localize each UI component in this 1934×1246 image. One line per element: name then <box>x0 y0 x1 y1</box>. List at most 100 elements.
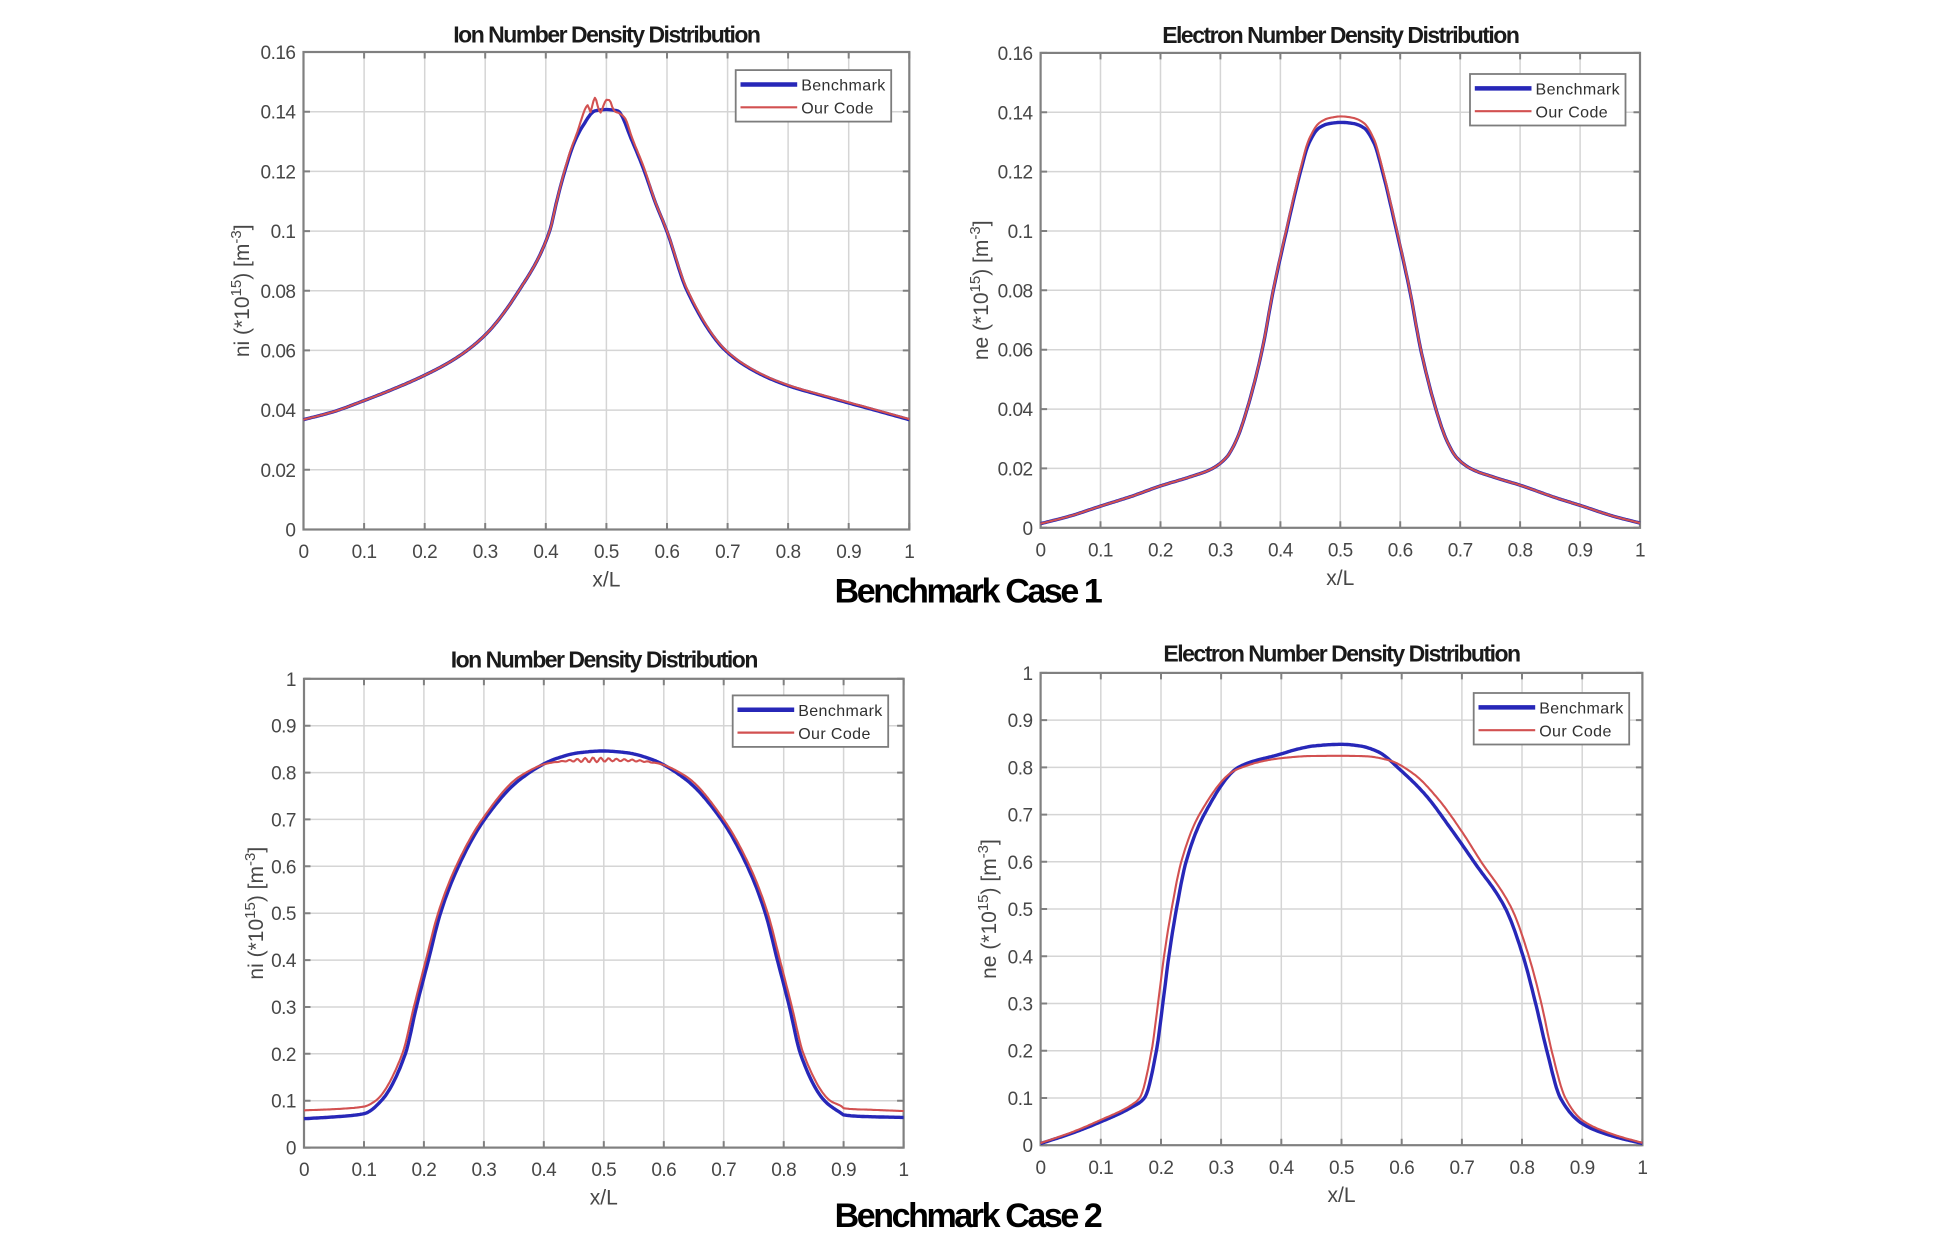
svg-text:0.4: 0.4 <box>1269 1158 1295 1179</box>
svg-text:Ion Number Density Distributio: Ion Number Density Distribution <box>453 22 760 48</box>
svg-text:Ion Number Density Distributio: Ion Number Density Distribution <box>451 647 758 673</box>
svg-text:0.9: 0.9 <box>831 1160 856 1181</box>
svg-text:0.1: 0.1 <box>1088 540 1113 561</box>
svg-text:0: 0 <box>286 1139 296 1160</box>
svg-text:1: 1 <box>286 670 296 691</box>
svg-text:0: 0 <box>298 542 308 563</box>
svg-text:0.7: 0.7 <box>271 810 296 831</box>
svg-text:0.9: 0.9 <box>1008 711 1033 732</box>
svg-text:Benchmark Case 1: Benchmark Case 1 <box>835 573 1102 611</box>
svg-text:0.6: 0.6 <box>655 542 680 563</box>
svg-text:0.2: 0.2 <box>1008 1042 1033 1063</box>
svg-text:0.8: 0.8 <box>271 764 296 785</box>
svg-text:0.4: 0.4 <box>531 1160 557 1181</box>
svg-text:0.1: 0.1 <box>1088 1158 1113 1179</box>
svg-text:0.8: 0.8 <box>1510 1158 1535 1179</box>
svg-text:0.1: 0.1 <box>1008 1089 1033 1110</box>
svg-text:0.1: 0.1 <box>352 542 377 563</box>
svg-text:0.12: 0.12 <box>998 163 1033 184</box>
svg-text:0.6: 0.6 <box>1008 853 1033 874</box>
svg-text:0.7: 0.7 <box>1448 540 1473 561</box>
svg-text:0.2: 0.2 <box>412 542 437 563</box>
svg-text:0.5: 0.5 <box>591 1160 616 1181</box>
svg-text:0.1: 0.1 <box>352 1160 377 1181</box>
svg-text:0: 0 <box>285 521 295 542</box>
svg-text:0.9: 0.9 <box>1568 540 1593 561</box>
svg-text:ni (*1015) [m-3]: ni (*1015) [m-3] <box>228 224 254 357</box>
svg-text:Our Code: Our Code <box>1536 104 1609 121</box>
svg-text:0.2: 0.2 <box>1148 540 1173 561</box>
svg-text:0.9: 0.9 <box>836 542 861 563</box>
svg-text:0.16: 0.16 <box>261 43 296 64</box>
svg-text:0.2: 0.2 <box>1149 1158 1174 1179</box>
svg-text:0.04: 0.04 <box>998 400 1034 421</box>
svg-text:Benchmark: Benchmark <box>1539 701 1624 718</box>
svg-text:0.08: 0.08 <box>998 281 1033 302</box>
svg-text:0.5: 0.5 <box>594 542 619 563</box>
svg-text:1: 1 <box>1635 540 1645 561</box>
svg-text:0: 0 <box>1036 540 1046 561</box>
svg-text:0.8: 0.8 <box>771 1160 796 1181</box>
svg-text:1: 1 <box>1023 664 1033 685</box>
svg-text:Our Code: Our Code <box>798 726 871 743</box>
svg-text:0.04: 0.04 <box>261 401 297 422</box>
svg-text:0: 0 <box>1036 1158 1046 1179</box>
svg-text:0: 0 <box>1023 519 1033 540</box>
svg-text:0.6: 0.6 <box>1389 1158 1414 1179</box>
svg-text:0.4: 0.4 <box>271 951 297 972</box>
svg-text:0.14: 0.14 <box>998 103 1034 124</box>
svg-text:0.1: 0.1 <box>271 222 296 243</box>
svg-text:0.02: 0.02 <box>261 461 296 482</box>
svg-text:0.6: 0.6 <box>651 1160 676 1181</box>
svg-text:0.5: 0.5 <box>271 904 296 925</box>
svg-text:Benchmark: Benchmark <box>798 703 883 720</box>
svg-text:0.5: 0.5 <box>1008 900 1033 921</box>
svg-text:x/L: x/L <box>592 569 620 592</box>
svg-text:0: 0 <box>1023 1136 1033 1157</box>
svg-text:0.1: 0.1 <box>1008 222 1033 243</box>
svg-text:Benchmark Case 2: Benchmark Case 2 <box>835 1197 1102 1235</box>
svg-text:1: 1 <box>904 542 914 563</box>
svg-text:0.1: 0.1 <box>271 1092 296 1113</box>
svg-text:0.9: 0.9 <box>271 717 296 738</box>
svg-text:0.5: 0.5 <box>1328 540 1353 561</box>
svg-text:0.12: 0.12 <box>261 162 296 183</box>
svg-text:1: 1 <box>1637 1158 1647 1179</box>
svg-text:0.3: 0.3 <box>271 998 296 1019</box>
svg-text:0.5: 0.5 <box>1329 1158 1354 1179</box>
svg-text:ne (*1015) [m-3]: ne (*1015) [m-3] <box>967 220 993 360</box>
svg-text:0.08: 0.08 <box>261 282 296 303</box>
svg-text:0.7: 0.7 <box>711 1160 736 1181</box>
svg-text:0.6: 0.6 <box>271 857 296 878</box>
svg-text:Benchmark: Benchmark <box>801 78 886 95</box>
svg-text:0.6: 0.6 <box>1388 540 1413 561</box>
svg-text:0.8: 0.8 <box>1508 540 1533 561</box>
svg-text:0.2: 0.2 <box>271 1045 296 1066</box>
svg-text:Our Code: Our Code <box>1539 723 1612 740</box>
svg-text:Benchmark: Benchmark <box>1536 82 1621 99</box>
svg-text:0.14: 0.14 <box>261 103 297 124</box>
svg-text:0.02: 0.02 <box>998 459 1033 480</box>
svg-text:0.8: 0.8 <box>1008 758 1033 779</box>
svg-text:0.3: 0.3 <box>1008 995 1033 1016</box>
svg-text:0: 0 <box>299 1160 309 1181</box>
svg-text:0.8: 0.8 <box>776 542 801 563</box>
svg-text:x/L: x/L <box>1327 1184 1355 1207</box>
svg-text:x/L: x/L <box>590 1187 618 1210</box>
svg-text:0.3: 0.3 <box>473 542 498 563</box>
svg-text:0.9: 0.9 <box>1570 1158 1595 1179</box>
svg-text:1: 1 <box>899 1160 909 1181</box>
svg-text:x/L: x/L <box>1326 567 1354 590</box>
svg-text:0.3: 0.3 <box>1209 1158 1234 1179</box>
svg-text:0.7: 0.7 <box>715 542 740 563</box>
svg-text:0.3: 0.3 <box>471 1160 496 1181</box>
svg-text:0.2: 0.2 <box>411 1160 436 1181</box>
svg-text:Our Code: Our Code <box>801 101 874 118</box>
svg-text:0.4: 0.4 <box>533 542 559 563</box>
svg-text:0.06: 0.06 <box>261 341 296 362</box>
svg-text:ne (*1015) [m-3]: ne (*1015) [m-3] <box>975 839 1001 979</box>
svg-text:0.4: 0.4 <box>1008 947 1034 968</box>
svg-text:0.4: 0.4 <box>1268 540 1294 561</box>
svg-text:0.7: 0.7 <box>1008 806 1033 827</box>
svg-text:Electron Number Density Distri: Electron Number Density Distribution <box>1162 22 1519 48</box>
